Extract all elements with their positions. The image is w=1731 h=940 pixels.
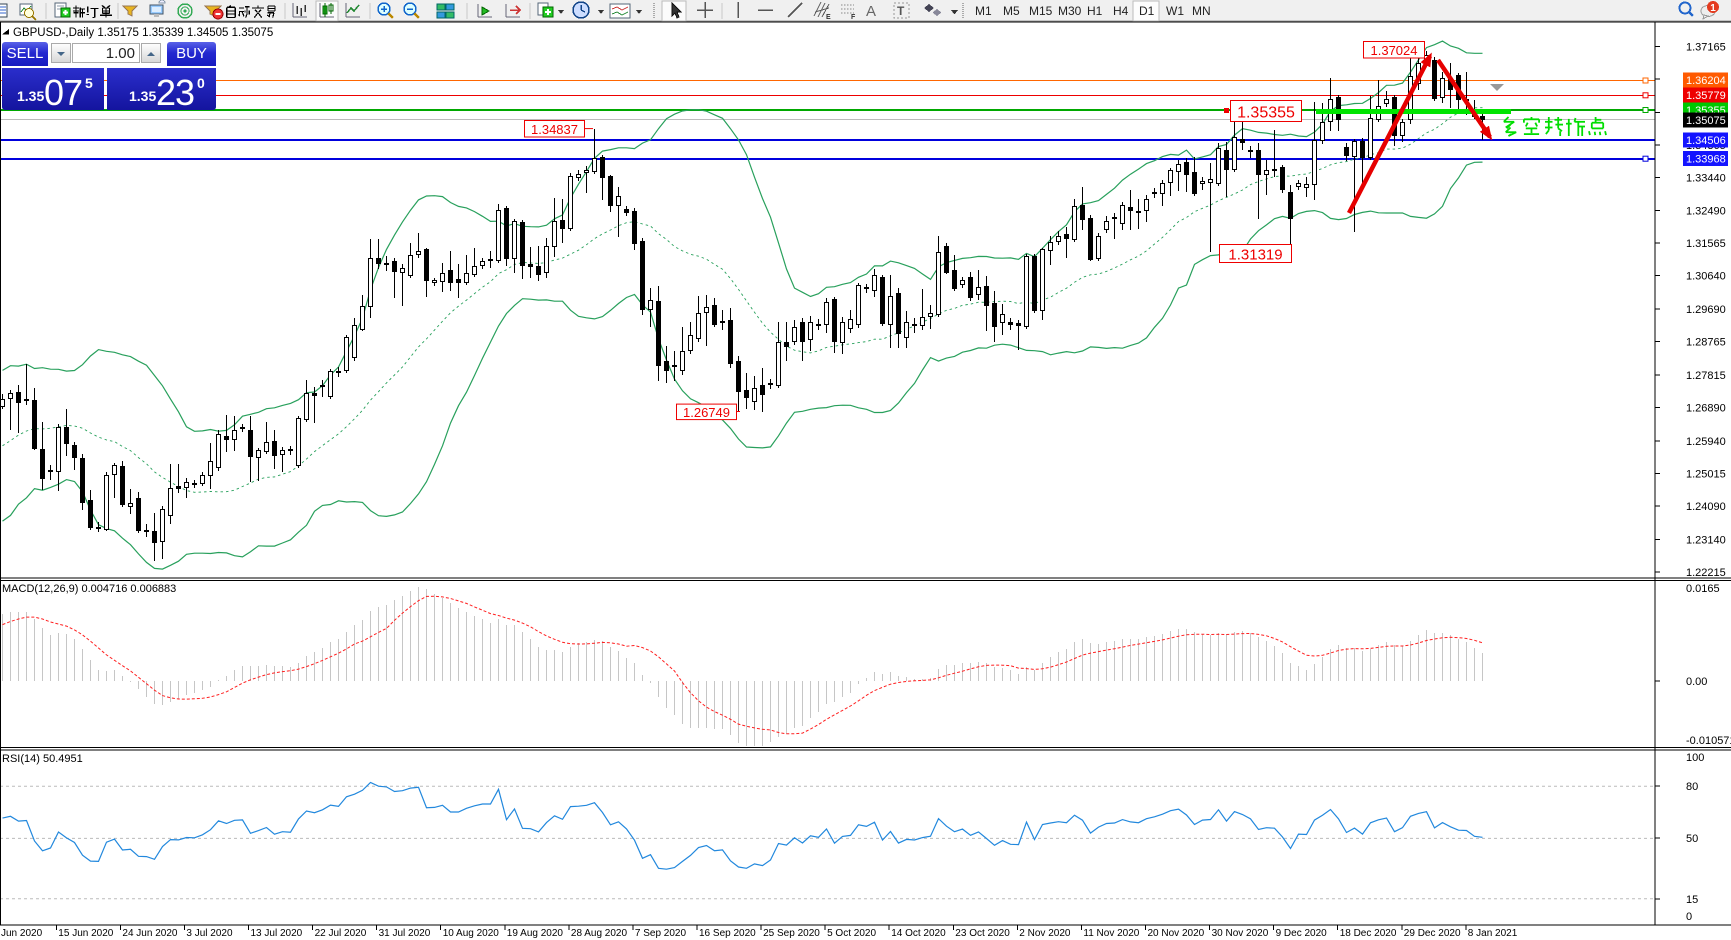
- svg-text:100: 100: [1686, 752, 1704, 764]
- svg-text:22 Jul 2020: 22 Jul 2020: [315, 928, 367, 939]
- svg-text:1.31319: 1.31319: [1228, 247, 1282, 264]
- svg-text:1.33440: 1.33440: [1686, 172, 1726, 184]
- svg-text:1.34837: 1.34837: [531, 122, 578, 137]
- svg-text:29 Dec 2020: 29 Dec 2020: [1404, 928, 1461, 939]
- svg-text:W1: W1: [1166, 4, 1184, 18]
- svg-text:H1: H1: [1087, 4, 1103, 18]
- svg-text:1.29690: 1.29690: [1686, 304, 1726, 316]
- svg-text:15: 15: [1686, 894, 1698, 906]
- svg-text:1.26890: 1.26890: [1686, 403, 1726, 415]
- svg-text:31 Jul 2020: 31 Jul 2020: [379, 928, 431, 939]
- svg-text:1.35779: 1.35779: [1686, 90, 1726, 102]
- svg-text:18 Dec 2020: 18 Dec 2020: [1340, 928, 1397, 939]
- svg-text:1.26749: 1.26749: [683, 405, 730, 420]
- svg-text:1.35355: 1.35355: [1237, 105, 1295, 122]
- svg-text:13 Jul 2020: 13 Jul 2020: [251, 928, 303, 939]
- svg-text:1.25940: 1.25940: [1686, 436, 1726, 448]
- svg-text:9 Dec 2020: 9 Dec 2020: [1276, 928, 1328, 939]
- svg-text:MN: MN: [1192, 4, 1211, 18]
- svg-text:80: 80: [1686, 781, 1698, 793]
- svg-text:1.24090: 1.24090: [1686, 501, 1726, 513]
- svg-text:1.35075: 1.35075: [1686, 115, 1726, 127]
- svg-text:30 Nov 2020: 30 Nov 2020: [1212, 928, 1269, 939]
- svg-text:11 Nov 2020: 11 Nov 2020: [1083, 928, 1139, 939]
- svg-text:1.22215: 1.22215: [1686, 567, 1726, 579]
- svg-text:5 Oct 2020: 5 Oct 2020: [827, 928, 876, 939]
- svg-text:8 Jan 2021: 8 Jan 2021: [1468, 928, 1518, 939]
- svg-text:24 Jun 2020: 24 Jun 2020: [122, 928, 177, 939]
- svg-text:GBPUSD-,Daily 1.35175 1.35339: GBPUSD-,Daily 1.35175 1.35339 1.34505 1.…: [13, 27, 273, 39]
- svg-text:1.31565: 1.31565: [1686, 238, 1726, 250]
- svg-text:0: 0: [1686, 911, 1692, 923]
- svg-text:F: F: [851, 14, 856, 21]
- svg-text:M1: M1: [975, 4, 992, 18]
- svg-text:E: E: [826, 14, 831, 21]
- svg-text:1.33968: 1.33968: [1686, 154, 1726, 166]
- svg-text:50: 50: [1686, 833, 1698, 845]
- svg-text:7 Sep 2020: 7 Sep 2020: [635, 928, 687, 939]
- svg-text:1.23140: 1.23140: [1686, 534, 1726, 546]
- svg-text:A: A: [866, 3, 876, 20]
- svg-text:25 Sep 2020: 25 Sep 2020: [763, 928, 820, 939]
- svg-text:1.36204: 1.36204: [1686, 75, 1726, 87]
- svg-text:20 Nov 2020: 20 Nov 2020: [1148, 928, 1205, 939]
- svg-text:10 Aug 2020: 10 Aug 2020: [443, 928, 500, 939]
- svg-text:1.37165: 1.37165: [1686, 41, 1726, 53]
- svg-text:M15: M15: [1029, 4, 1053, 18]
- svg-text:14 Oct 2020: 14 Oct 2020: [891, 928, 946, 939]
- svg-text:1.27815: 1.27815: [1686, 370, 1726, 382]
- svg-text:15 Jun 2020: 15 Jun 2020: [58, 928, 113, 939]
- svg-text:H4: H4: [1113, 4, 1129, 18]
- svg-text:2 Nov 2020: 2 Nov 2020: [1019, 928, 1071, 939]
- svg-text:16 Sep 2020: 16 Sep 2020: [699, 928, 756, 939]
- svg-text:19 Aug 2020: 19 Aug 2020: [507, 928, 564, 939]
- svg-text:0.00: 0.00: [1686, 676, 1707, 688]
- svg-text:D1: D1: [1139, 4, 1155, 18]
- svg-text:28 Aug 2020: 28 Aug 2020: [571, 928, 628, 939]
- svg-text:M5: M5: [1003, 4, 1020, 18]
- svg-text:1.37024: 1.37024: [1371, 43, 1418, 58]
- svg-text:1: 1: [1710, 3, 1716, 14]
- svg-text:23 Oct 2020: 23 Oct 2020: [955, 928, 1010, 939]
- svg-text:1.30640: 1.30640: [1686, 271, 1726, 283]
- svg-text:1.34506: 1.34506: [1686, 135, 1726, 147]
- svg-text:1.28765: 1.28765: [1686, 337, 1726, 349]
- svg-text:M30: M30: [1058, 4, 1082, 18]
- svg-text:-0.010571: -0.010571: [1686, 735, 1731, 747]
- svg-text:1.32490: 1.32490: [1686, 206, 1726, 218]
- svg-text:RSI(14) 50.4951: RSI(14) 50.4951: [2, 753, 83, 765]
- svg-text:3 Jul 2020: 3 Jul 2020: [186, 928, 233, 939]
- svg-text:T: T: [897, 4, 905, 18]
- svg-text:Jun 2020: Jun 2020: [1, 928, 43, 939]
- svg-text:1.25015: 1.25015: [1686, 468, 1726, 480]
- svg-text:0.0165: 0.0165: [1686, 583, 1720, 595]
- svg-text:MACD(12,26,9) 0.004716 0.00688: MACD(12,26,9) 0.004716 0.006883: [2, 583, 176, 595]
